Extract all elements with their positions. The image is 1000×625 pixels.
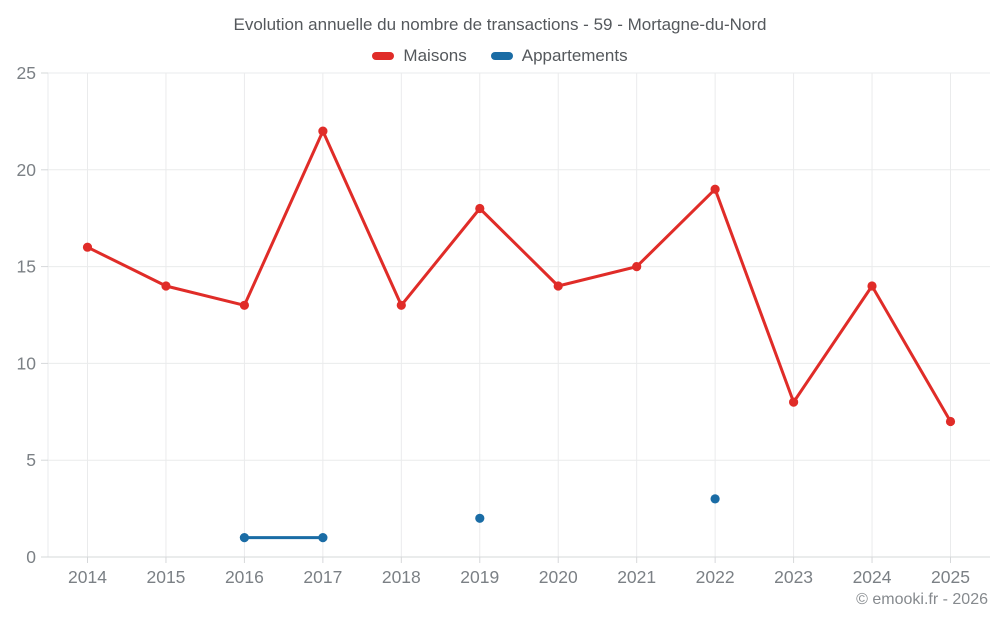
data-point-maisons	[318, 126, 328, 136]
data-point-maisons	[632, 262, 642, 272]
x-tick-label: 2022	[696, 567, 735, 587]
data-point-maisons	[239, 300, 249, 310]
y-tick-label: 0	[26, 547, 36, 567]
data-point-maisons	[161, 281, 171, 291]
y-tick-label: 10	[17, 353, 37, 373]
x-tick-label: 2015	[146, 567, 185, 587]
data-point-appartements	[239, 533, 249, 543]
axis-ticks	[41, 72, 990, 563]
y-tick-label: 15	[17, 257, 36, 277]
data-point-maisons	[82, 242, 93, 252]
x-tick-label: 2025	[931, 567, 970, 587]
data-point-maisons	[867, 281, 877, 291]
x-tick-label: 2016	[225, 567, 264, 587]
maisons-series-swatch-icon	[372, 52, 395, 60]
y-tick-label: 5	[26, 450, 36, 470]
x-tick-label: 2017	[303, 567, 342, 587]
legend-item-maisons[interactable]: Maisons	[372, 46, 467, 66]
series-maisons-line	[86, 130, 952, 423]
appartements-series-swatch-icon	[490, 52, 513, 60]
data-point-maisons	[396, 300, 406, 310]
chart-title: Evolution annuelle du nombre de transact…	[233, 15, 767, 34]
x-tick-label: 2014	[68, 567, 107, 587]
legend-label-appartements: Appartements	[521, 46, 628, 65]
data-point-maisons	[945, 416, 956, 427]
x-tick-label: 2018	[382, 567, 421, 587]
x-tick-label: 2020	[539, 567, 578, 587]
data-point-appartements	[475, 513, 485, 523]
y-axis-labels: 0 5 10 15 20 25	[17, 63, 37, 567]
gridlines	[47, 72, 990, 557]
x-tick-label: 2024	[853, 567, 892, 587]
series-appartements	[239, 494, 720, 543]
x-tick-label: 2019	[460, 567, 499, 587]
data-point-maisons	[789, 397, 799, 407]
copyright-watermark: © emooki.fr - 2026	[856, 591, 988, 608]
series-maisons	[82, 126, 956, 427]
x-tick-label: 2023	[774, 567, 813, 587]
data-point-maisons	[475, 203, 485, 214]
data-point-appartements	[318, 533, 328, 543]
y-tick-label: 20	[17, 160, 37, 180]
data-point-appartements	[710, 494, 720, 504]
legend-label-maisons: Maisons	[403, 46, 467, 65]
data-point-maisons	[553, 281, 563, 291]
x-axis-labels: 2014 2015 2016 2017 2018 2019 2020 2021 2022 2023…	[68, 567, 970, 587]
chart-legend: Maisons Appartements	[0, 44, 1000, 68]
y-tick-label: 25	[17, 63, 36, 83]
legend-item-appartements[interactable]: Appartements	[490, 46, 628, 66]
data-point-maisons	[710, 184, 720, 194]
x-tick-label: 2021	[617, 567, 656, 587]
